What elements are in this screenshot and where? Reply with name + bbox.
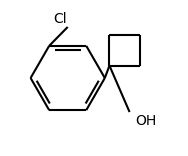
Text: Cl: Cl <box>53 12 67 26</box>
Text: OH: OH <box>136 114 157 128</box>
